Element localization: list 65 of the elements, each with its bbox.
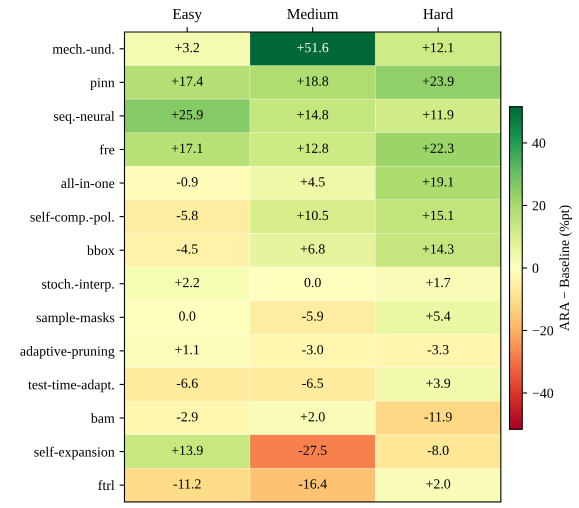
data-label: +12.1 [422, 42, 454, 52]
y-tick-label: all-in-one [61, 178, 114, 188]
data-label: 0.0 [179, 311, 196, 321]
data-label: 0.0 [304, 278, 321, 288]
data-label: -11.9 [424, 412, 452, 422]
data-label: +14.3 [422, 244, 454, 254]
data-label: +2.0 [300, 412, 325, 422]
data-label: -5.8 [176, 210, 198, 220]
data-label: -27.5 [298, 446, 327, 456]
y-tick-label: test-time-adapt. [28, 380, 114, 392]
data-label: -3.0 [302, 344, 324, 354]
y-tick-label: bbox [86, 245, 115, 256]
y-tick-label: ftrl [98, 480, 114, 490]
y-tick-label: stoch.-interp. [42, 278, 114, 292]
data-label: +1.1 [175, 345, 199, 354]
data-label: +17.1 [172, 144, 202, 154]
data-label: +11.9 [422, 110, 454, 120]
x-tick-label: Easy [172, 8, 202, 22]
y-tick-label: self-expansion [34, 446, 115, 460]
data-label: +15.1 [422, 210, 454, 220]
y-tick-label: sample-masks [36, 312, 114, 326]
data-label: +3.2 [175, 42, 200, 52]
y-tick-label: self-comp.-pol. [30, 212, 114, 224]
x-tick-label: Hard [423, 8, 454, 20]
y-tick-label: bam [90, 413, 115, 423]
data-label: +2.2 [175, 278, 200, 288]
data-label: -2.9 [176, 412, 198, 422]
color-bar-label: −20 [532, 326, 554, 336]
data-label: +2.0 [426, 479, 450, 489]
data-label: +19.1 [422, 177, 454, 187]
data-label: +3.9 [426, 378, 450, 388]
data-label: -0.9 [176, 177, 198, 187]
data-label: -5.9 [302, 311, 324, 321]
color-bar-label: 20 [532, 201, 546, 210]
color-bar-label: −40 [532, 388, 554, 398]
data-label: +23.9 [422, 76, 454, 86]
data-label: +25.9 [172, 110, 203, 120]
data-label: -6.5 [302, 378, 324, 388]
data-label: +5.4 [426, 311, 450, 321]
data-label: -3.3 [428, 345, 449, 354]
data-label: -8.0 [428, 446, 449, 456]
y-tick-label: fre [100, 144, 114, 154]
data-label: -6.6 [176, 378, 198, 388]
data-label: +6.8 [300, 244, 325, 254]
data-label: -16.4 [298, 479, 327, 489]
x-tick-label: Medium [287, 8, 338, 20]
y-tick-label: adaptive-pruning [20, 346, 114, 359]
color-bar-label: 40 [532, 138, 546, 148]
data-label: +51.6 [297, 42, 328, 52]
y-tick-label: pinn [90, 78, 115, 90]
data-label: +18.8 [297, 76, 328, 86]
data-label: +1.7 [426, 278, 450, 288]
y-tick-label: seq.-neural [54, 111, 114, 124]
data-label: +10.5 [297, 210, 328, 220]
data-label: +4.5 [300, 177, 325, 187]
data-label: +14.8 [297, 110, 328, 120]
data-label: +22.3 [422, 144, 454, 154]
y-tick-label: mech.-und. [52, 44, 114, 54]
data-label: +17.4 [172, 76, 204, 86]
data-label: +13.9 [172, 446, 203, 456]
color-bar-title: ARA − Baseline (%pt) [559, 205, 572, 331]
data-label: -4.5 [176, 244, 198, 254]
data-label: +12.8 [297, 144, 328, 154]
color-bar-label: 0 [532, 264, 538, 273]
data-label: -11.2 [174, 479, 201, 489]
